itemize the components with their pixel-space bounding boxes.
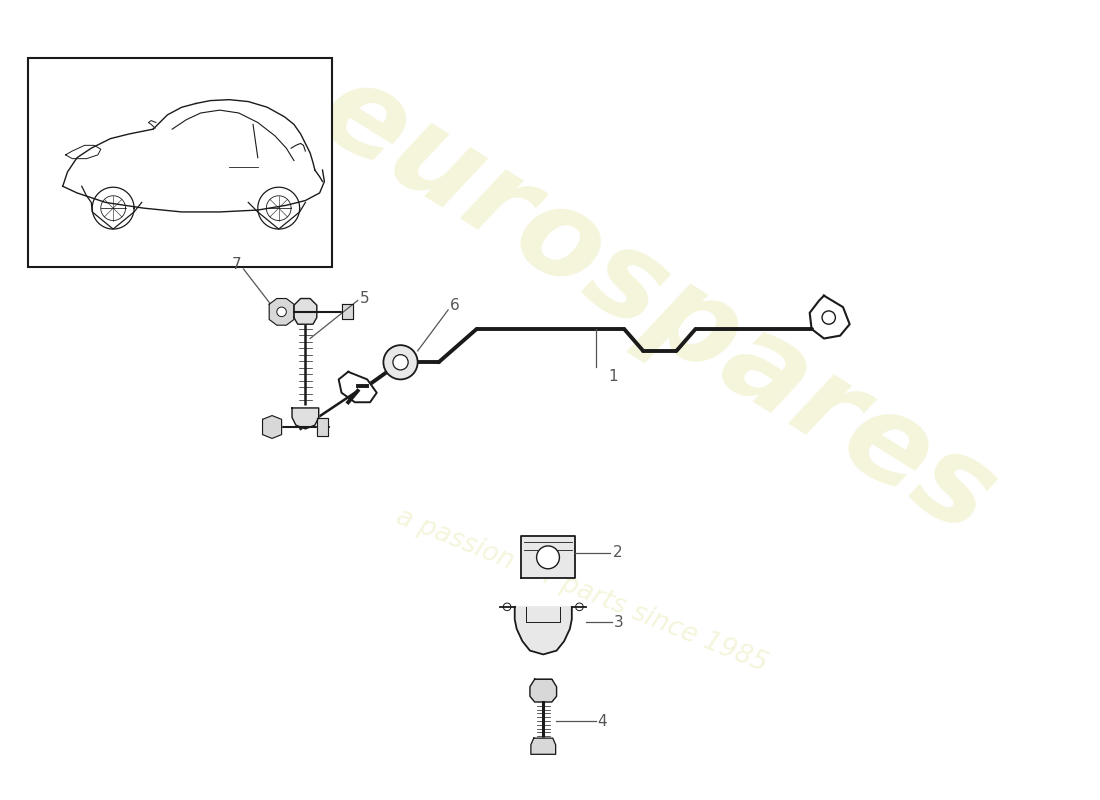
Bar: [28, 58, 332, 267]
Text: 1: 1: [608, 369, 617, 384]
Circle shape: [277, 307, 286, 317]
Circle shape: [393, 354, 408, 370]
Text: a passion for parts since 1985: a passion for parts since 1985: [392, 504, 771, 678]
Text: 7: 7: [232, 257, 242, 272]
Text: 5: 5: [360, 291, 370, 306]
Circle shape: [384, 345, 418, 379]
Polygon shape: [294, 298, 317, 324]
Polygon shape: [270, 298, 294, 325]
Text: 6: 6: [450, 298, 460, 313]
Polygon shape: [530, 679, 557, 702]
Polygon shape: [515, 607, 572, 654]
Polygon shape: [292, 408, 319, 429]
Text: 3: 3: [614, 614, 624, 630]
Polygon shape: [339, 372, 376, 402]
Circle shape: [537, 546, 560, 569]
Text: 4: 4: [597, 714, 607, 729]
Text: 2: 2: [613, 545, 623, 560]
Polygon shape: [531, 738, 556, 754]
Polygon shape: [810, 296, 849, 338]
Polygon shape: [341, 304, 353, 319]
Polygon shape: [317, 418, 328, 435]
Polygon shape: [263, 415, 282, 438]
Bar: [521, 537, 574, 578]
Text: eurospares: eurospares: [299, 51, 1016, 559]
